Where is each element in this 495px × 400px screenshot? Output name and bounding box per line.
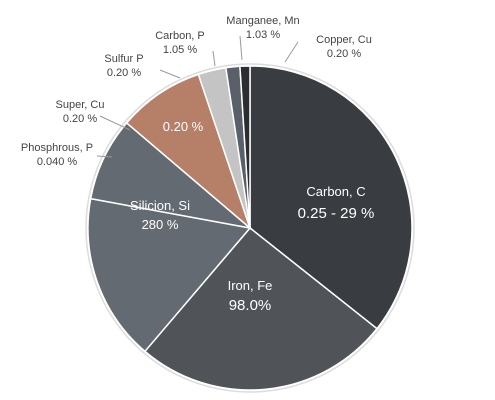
leader-line-6 bbox=[159, 69, 181, 79]
slice-label-9: Copper, Cu bbox=[316, 34, 372, 46]
slice-label-1: Iron, Fe bbox=[228, 278, 273, 293]
slice-value-0: 0.25 - 29 % bbox=[298, 205, 375, 222]
leader-line-9 bbox=[284, 41, 299, 63]
pie-slice-1 bbox=[143, 226, 378, 391]
pie-slices bbox=[85, 63, 415, 393]
slice-value-3: 0.040 % bbox=[37, 156, 78, 168]
slice-value-1: 98.0% bbox=[229, 297, 272, 314]
slice-value-5: 0.20 % bbox=[163, 119, 204, 134]
slice-label-7: Carbon, P bbox=[155, 30, 205, 42]
slice-value-9: 0.20 % bbox=[327, 48, 361, 60]
pie-labels: Carbon, C 0.25 - 29 % Iron, Fe 98.0% Silicio… bbox=[21, 15, 374, 314]
slice-value-6: 0.20 % bbox=[107, 67, 141, 79]
slice-label-8: Manganee, Mn bbox=[226, 15, 299, 27]
pie-slice-2 bbox=[87, 197, 252, 353]
slice-label-2: Silicion, Si bbox=[130, 198, 190, 213]
slice-label-3: Phosphrous, P bbox=[21, 142, 93, 154]
slice-value-2: 280 % bbox=[142, 217, 179, 232]
slice-label-4: Super, Cu bbox=[56, 99, 105, 111]
leader-line-4 bbox=[99, 115, 131, 131]
slice-label-6: Sulfur P bbox=[104, 53, 143, 65]
leader-line-8 bbox=[239, 35, 243, 61]
pie-slice-0 bbox=[249, 65, 413, 330]
leader-line-3 bbox=[96, 155, 113, 158]
slice-value-8: 1.03 % bbox=[246, 29, 280, 41]
pie-slice-9 bbox=[239, 65, 251, 229]
pie-slice-5 bbox=[125, 73, 252, 231]
slice-value-7: 1.05 % bbox=[163, 44, 197, 56]
slice-value-4: 0.20 % bbox=[63, 113, 97, 125]
leader-line-7 bbox=[212, 50, 216, 67]
slice-label-0: Carbon, C bbox=[306, 184, 365, 199]
